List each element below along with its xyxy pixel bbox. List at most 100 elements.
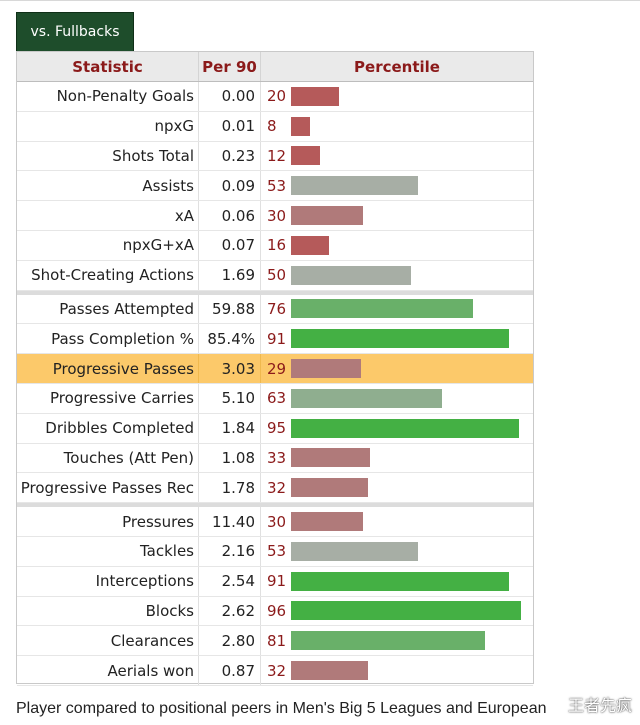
percentile-bar (291, 176, 418, 196)
stat-name: xA (17, 201, 199, 230)
percentile-bar (291, 206, 363, 226)
per90-value: 5.10 (199, 383, 261, 413)
stat-name: Blocks (17, 596, 199, 626)
percentile-bar (291, 478, 368, 498)
stat-name: Aerials won (17, 656, 199, 685)
percentile-value: 16 (267, 236, 287, 255)
percentile-cell: 91 (261, 567, 533, 596)
table-row[interactable]: Shots Total 0.23 12 (17, 141, 533, 172)
percentile-value: 12 (267, 146, 287, 165)
table-row[interactable]: Blocks 2.62 96 (17, 596, 533, 627)
percentile-value: 53 (267, 176, 287, 195)
percentile-cell: 16 (261, 231, 533, 260)
tab-vs-fullbacks[interactable]: vs. Fullbacks (16, 12, 134, 52)
per90-value: 3.03 (199, 354, 261, 383)
percentile-value: 76 (267, 299, 287, 318)
percentile-value: 20 (267, 87, 287, 106)
table-row[interactable]: Progressive Carries 5.10 63 (17, 383, 533, 414)
header-percentile[interactable]: Percentile (354, 57, 440, 76)
percentile-cell: 32 (261, 656, 533, 685)
percentile-value: 91 (267, 329, 287, 348)
table-row[interactable]: Pressures 11.40 30 (17, 507, 533, 537)
table-row[interactable]: Shot-Creating Actions 1.69 50 (17, 260, 533, 291)
stat-name: npxG+xA (17, 230, 199, 260)
per90-value: 59.88 (199, 294, 261, 324)
percentile-value: 33 (267, 448, 287, 467)
percentile-cell: 33 (261, 444, 533, 473)
stat-name: Progressive Passes Rec (17, 473, 199, 503)
per90-value: 2.54 (199, 566, 261, 596)
per90-value: 2.62 (199, 596, 261, 626)
percentile-cell: 53 (261, 171, 533, 200)
per90-value: 1.08 (199, 443, 261, 473)
table-row[interactable]: Assists 0.09 53 (17, 171, 533, 202)
stat-name: Pressures (17, 507, 199, 536)
percentile-cell: 91 (261, 324, 533, 353)
percentile-value: 96 (267, 601, 287, 620)
table-row[interactable]: Tackles 2.16 53 (17, 536, 533, 567)
group-separator (17, 290, 533, 295)
percentile-cell: 76 (261, 295, 533, 324)
percentile-bar (291, 388, 442, 408)
percentile-cell: 29 (261, 354, 533, 383)
stat-name: Dribbles Completed (17, 413, 199, 443)
per90-value: 85.4% (199, 324, 261, 354)
per90-value: 0.06 (199, 201, 261, 230)
watermark: 王者先疯 (567, 696, 632, 715)
stat-name: Clearances (17, 626, 199, 656)
percentile-cell: 20 (261, 82, 533, 111)
percentile-cell: 96 (261, 597, 533, 626)
per90-value: 11.40 (199, 507, 261, 536)
percentile-cell: 63 (261, 384, 533, 413)
percentile-bar (291, 235, 329, 255)
table-row[interactable]: npxG 0.01 8 (17, 111, 533, 142)
percentile-value: 95 (267, 419, 287, 438)
percentile-cell: 53 (261, 537, 533, 566)
header-per90[interactable]: Per 90 (199, 52, 261, 81)
table-body: Non-Penalty Goals 0.00 20 npxG 0.01 8 Shots To… (17, 82, 533, 686)
table-row[interactable]: Passes Attempted 59.88 76 (17, 294, 533, 325)
percentile-bar (291, 265, 411, 285)
per90-value: 2.80 (199, 626, 261, 656)
table-row[interactable]: npxG+xA 0.07 16 (17, 230, 533, 261)
table-row[interactable]: xA 0.06 30 (17, 201, 533, 231)
stat-name: Non-Penalty Goals (17, 82, 199, 111)
stat-name: Assists (17, 171, 199, 201)
percentile-bar (291, 541, 418, 561)
top-divider (0, 0, 640, 1)
table-row[interactable]: Touches (Att Pen) 1.08 33 (17, 443, 533, 474)
per90-value: 0.07 (199, 230, 261, 260)
scouting-report-table: Statistic Per 90 Percentile Non-Penalty … (16, 51, 534, 686)
table-row[interactable]: Non-Penalty Goals 0.00 20 (17, 82, 533, 112)
percentile-bar (291, 116, 310, 136)
percentile-value: 29 (267, 359, 287, 378)
per90-value: 0.23 (199, 141, 261, 171)
stat-name: Pass Completion % (17, 324, 199, 354)
table-row[interactable]: Interceptions 2.54 91 (17, 566, 533, 597)
stat-name: Tackles (17, 536, 199, 566)
percentile-cell: 32 (261, 473, 533, 502)
per90-value: 0.01 (199, 111, 261, 141)
percentile-cell: 81 (261, 626, 533, 655)
percentile-bar (291, 329, 509, 349)
percentile-bar (291, 86, 339, 106)
table-row[interactable]: Clearances 2.80 81 (17, 626, 533, 657)
header-statistic[interactable]: Statistic (17, 52, 199, 81)
table-row[interactable]: Progressive Passes 3.03 29 (17, 354, 533, 384)
per90-value: 1.69 (199, 260, 261, 290)
percentile-cell: 8 (261, 112, 533, 141)
percentile-value: 91 (267, 572, 287, 591)
table-row[interactable]: Pass Completion % 85.4% 91 (17, 324, 533, 355)
percentile-bar (291, 448, 370, 468)
percentile-value: 30 (267, 512, 287, 531)
per90-value: 1.78 (199, 473, 261, 503)
table-row[interactable]: Progressive Passes Rec 1.78 32 (17, 473, 533, 504)
percentile-bar (291, 601, 521, 621)
per90-value: 0.09 (199, 171, 261, 201)
table-row[interactable]: Aerials won 0.87 32 (17, 656, 533, 686)
percentile-value: 81 (267, 631, 287, 650)
table-row[interactable]: Dribbles Completed 1.84 95 (17, 413, 533, 444)
percentile-bar (291, 418, 519, 438)
percentile-cell: 50 (261, 261, 533, 290)
stat-name: Touches (Att Pen) (17, 443, 199, 473)
